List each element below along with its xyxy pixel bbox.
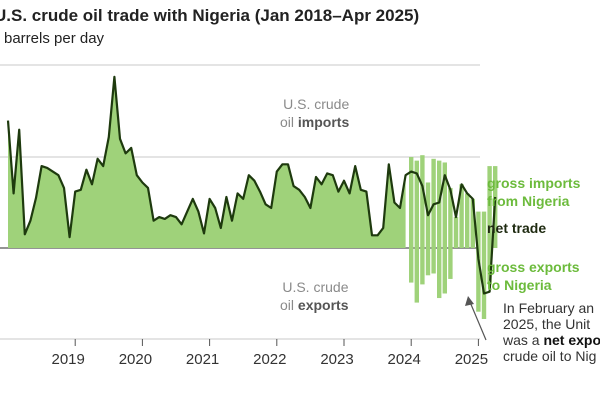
imports-bar bbox=[481, 211, 487, 248]
exports-bar bbox=[476, 248, 481, 312]
net-trade-series bbox=[6, 75, 497, 295]
legend-gross-imports-line1: gross imports bbox=[487, 175, 581, 191]
imports-bar bbox=[465, 193, 470, 248]
annotation-arrowhead bbox=[465, 296, 474, 306]
exports-bar bbox=[409, 248, 414, 283]
exports-bar bbox=[487, 248, 492, 285]
imports-bar bbox=[448, 187, 453, 248]
imports-area-label-line2: oil imports bbox=[280, 114, 350, 130]
x-axis-ticks: 2019 2020 2021 2022 2023 2024 2025 bbox=[52, 339, 488, 368]
imports-area bbox=[8, 76, 406, 248]
exports-bar bbox=[448, 248, 453, 279]
exports-bar bbox=[442, 248, 447, 294]
exports-area-label-line1: U.S. crude bbox=[282, 279, 349, 295]
chart-annotation: In February an 2025, the Unit was a net … bbox=[503, 300, 600, 364]
annotation-line3: was a net expo bbox=[503, 332, 600, 348]
legend-net-trade: net trade bbox=[487, 220, 547, 236]
x-tick-label: 2023 bbox=[320, 351, 353, 368]
x-tick-label: 2020 bbox=[119, 351, 152, 368]
x-tick-label: 2024 bbox=[388, 351, 421, 368]
legend-gross-exports: gross exports to Nigeria bbox=[487, 258, 580, 294]
x-tick-label: 2019 bbox=[52, 351, 85, 368]
annotation-arrow bbox=[465, 296, 487, 341]
legend-gross-imports-line2: from Nigeria bbox=[487, 193, 570, 209]
imports-bar bbox=[420, 155, 425, 248]
annotation-line2: 2025, the Unit bbox=[503, 316, 591, 332]
x-tick-label: 2021 bbox=[186, 351, 219, 368]
x-tick-label: 2025 bbox=[455, 351, 488, 368]
imports-bar bbox=[437, 160, 442, 248]
exports-area-label-line2: oil exports bbox=[280, 297, 349, 313]
legend-gross-exports-line2: to Nigeria bbox=[487, 277, 552, 293]
imports-bar bbox=[409, 157, 414, 248]
exports-area-label: U.S. crude oil exports bbox=[280, 278, 348, 314]
exports-bar bbox=[425, 248, 431, 276]
annotation-line1: In February an bbox=[503, 300, 595, 316]
imports-bar bbox=[487, 166, 492, 248]
legend-gross-imports: gross imports from Nigeria bbox=[487, 174, 580, 210]
exports-bar bbox=[431, 248, 436, 274]
imports-area-label: U.S. crude oil imports bbox=[280, 95, 349, 131]
x-tick-label: 2022 bbox=[253, 351, 286, 368]
annotation-line4: crude oil to Nig bbox=[503, 348, 597, 364]
chart-title: U.S. crude oil trade with Nigeria (Jan 2… bbox=[0, 6, 420, 25]
imports-bar bbox=[470, 198, 475, 248]
legend-gross-exports-line1: gross exports bbox=[487, 259, 580, 275]
exports-bar bbox=[437, 248, 442, 299]
chart-subtitle: barrels per day bbox=[4, 30, 105, 47]
imports-bar bbox=[414, 160, 419, 248]
imports-bar bbox=[442, 162, 447, 248]
annotation-arrow-line bbox=[469, 301, 487, 341]
imports-area-label-line1: U.S. crude bbox=[283, 96, 350, 112]
imports-bar bbox=[476, 211, 481, 248]
imports-bar bbox=[453, 217, 459, 248]
exports-bar bbox=[414, 248, 419, 303]
exports-bar bbox=[481, 248, 487, 319]
imports-bar bbox=[459, 184, 464, 248]
net-trade-line bbox=[6, 75, 497, 295]
exports-bar bbox=[420, 248, 425, 285]
